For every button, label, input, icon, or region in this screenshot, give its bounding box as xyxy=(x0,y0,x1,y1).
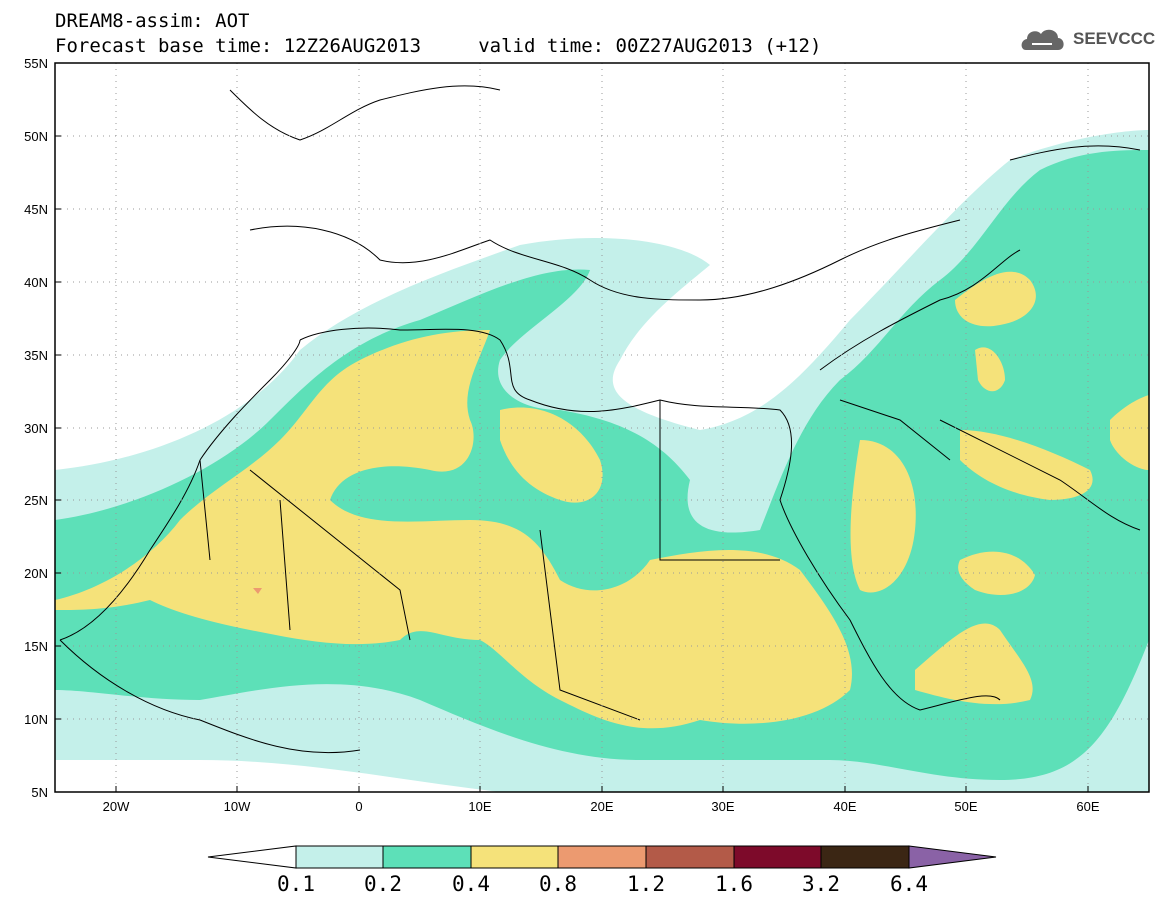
aot-band-0.4-sahara xyxy=(55,330,852,729)
colorbar-label: 1.6 xyxy=(715,872,753,896)
aot-band-0.4-arabia xyxy=(850,440,916,593)
lat-label: 40N xyxy=(24,275,48,290)
lat-labels: 55N 50N 45N 40N 35N 30N 25N 20N 15N 10N … xyxy=(24,56,48,800)
coastlines xyxy=(59,85,1141,754)
aot-band-0.4-iran xyxy=(975,347,1005,392)
lon-label: 20E xyxy=(590,799,613,814)
colorbar-over xyxy=(908,845,997,869)
map-title: DREAM8-assim: AOT xyxy=(55,10,250,32)
colorbar-label: 0.1 xyxy=(277,872,315,896)
lon-label: 10W xyxy=(224,799,251,814)
colorbar-swatch xyxy=(470,845,559,869)
aot-band-0.4-oman xyxy=(958,551,1035,595)
gridlines xyxy=(55,63,1149,792)
forecast-times: Forecast base time: 12Z26AUG2013 valid t… xyxy=(55,35,822,57)
aot-band-0.4-yemen xyxy=(915,623,1033,705)
lat-label: 30N xyxy=(24,421,48,436)
colorbar-swatch xyxy=(645,845,735,869)
colorbar-under xyxy=(207,845,297,869)
lon-label: 10E xyxy=(468,799,491,814)
logo-text: SEEVCCC xyxy=(1073,29,1156,48)
colorbar-label: 0.8 xyxy=(539,872,577,896)
cloud-logo-icon xyxy=(1021,29,1064,50)
aot-band-0.4-libya xyxy=(500,407,603,503)
colorbar-label: 0.2 xyxy=(364,872,402,896)
lat-label: 20N xyxy=(24,566,48,581)
lat-label: 50N xyxy=(24,129,48,144)
aot-band-0.4-gulf xyxy=(960,430,1093,500)
colorbar-label: 6.4 xyxy=(890,872,928,896)
lat-label: 35N xyxy=(24,348,48,363)
colorbar-swatch xyxy=(557,845,647,869)
lon-label: 60E xyxy=(1076,799,1099,814)
lat-label: 10N xyxy=(24,712,48,727)
lon-label: 30E xyxy=(711,799,734,814)
lon-label: 50E xyxy=(954,799,977,814)
aot-band-0.4-caspian xyxy=(955,271,1036,327)
aot-band-0.8-spot xyxy=(253,588,262,594)
lat-label: 25N xyxy=(24,493,48,508)
aot-fields xyxy=(55,130,1149,792)
lat-label: 5N xyxy=(31,785,48,800)
lon-label: 0 xyxy=(355,799,362,814)
lon-label: 40E xyxy=(833,799,856,814)
colorbar-label: 1.2 xyxy=(627,872,665,896)
lat-label: 55N xyxy=(24,56,48,71)
tick-marks xyxy=(55,62,1089,793)
lon-labels: 20W 10W 0 10E 20E 30E 40E 50E 60E xyxy=(103,799,1100,814)
lon-label: 20W xyxy=(103,799,130,814)
colorbar xyxy=(207,845,997,869)
colorbar-label: 3.2 xyxy=(802,872,840,896)
aot-band-0.4-east xyxy=(1110,395,1149,470)
colorbar-label: 0.4 xyxy=(452,872,490,896)
lat-label: 45N xyxy=(24,202,48,217)
colorbar-swatch xyxy=(382,845,472,869)
lat-label: 15N xyxy=(24,639,48,654)
colorbar-swatch xyxy=(295,845,384,869)
colorbar-swatch xyxy=(733,845,822,869)
colorbar-swatch xyxy=(820,845,910,869)
